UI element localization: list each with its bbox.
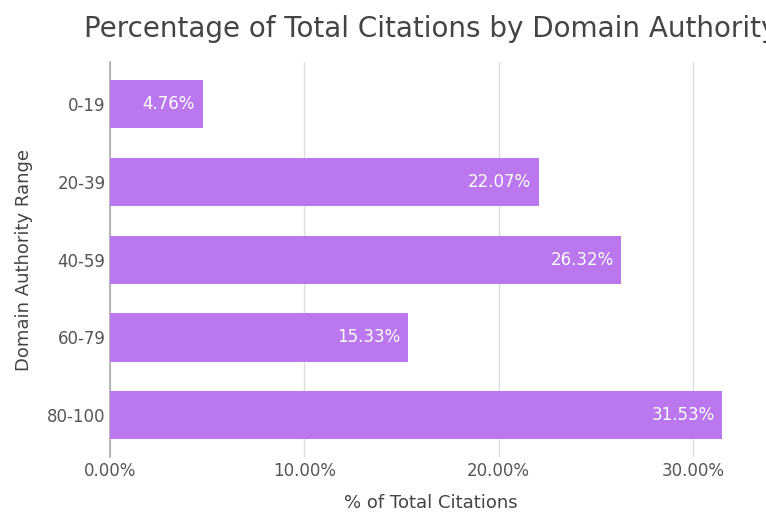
- Text: 15.33%: 15.33%: [337, 328, 400, 346]
- Text: 26.32%: 26.32%: [550, 251, 614, 269]
- Y-axis label: Domain Authority Range: Domain Authority Range: [15, 149, 33, 370]
- Bar: [110, 158, 538, 206]
- Text: 22.07%: 22.07%: [468, 173, 531, 191]
- Bar: [110, 391, 722, 440]
- Bar: [110, 236, 621, 284]
- Bar: [110, 80, 203, 128]
- Text: 4.76%: 4.76%: [142, 95, 195, 113]
- Title: Percentage of Total Citations by Domain Authority: Percentage of Total Citations by Domain …: [84, 15, 766, 43]
- Bar: [110, 313, 408, 362]
- Text: 31.53%: 31.53%: [651, 406, 715, 424]
- X-axis label: % of Total Citations: % of Total Citations: [344, 494, 518, 512]
